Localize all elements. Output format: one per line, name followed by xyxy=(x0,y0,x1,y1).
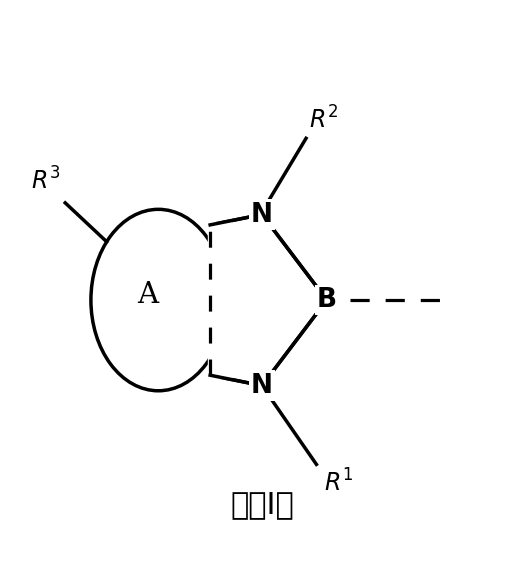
Text: B: B xyxy=(316,287,337,313)
Text: $R^1$: $R^1$ xyxy=(324,469,353,497)
Text: 式（I）: 式（I） xyxy=(230,490,294,519)
Text: N: N xyxy=(251,373,273,399)
Text: $R^2$: $R^2$ xyxy=(309,106,337,133)
Text: A: A xyxy=(137,281,158,309)
Text: N: N xyxy=(251,201,273,228)
Text: $R^3$: $R^3$ xyxy=(31,168,60,195)
